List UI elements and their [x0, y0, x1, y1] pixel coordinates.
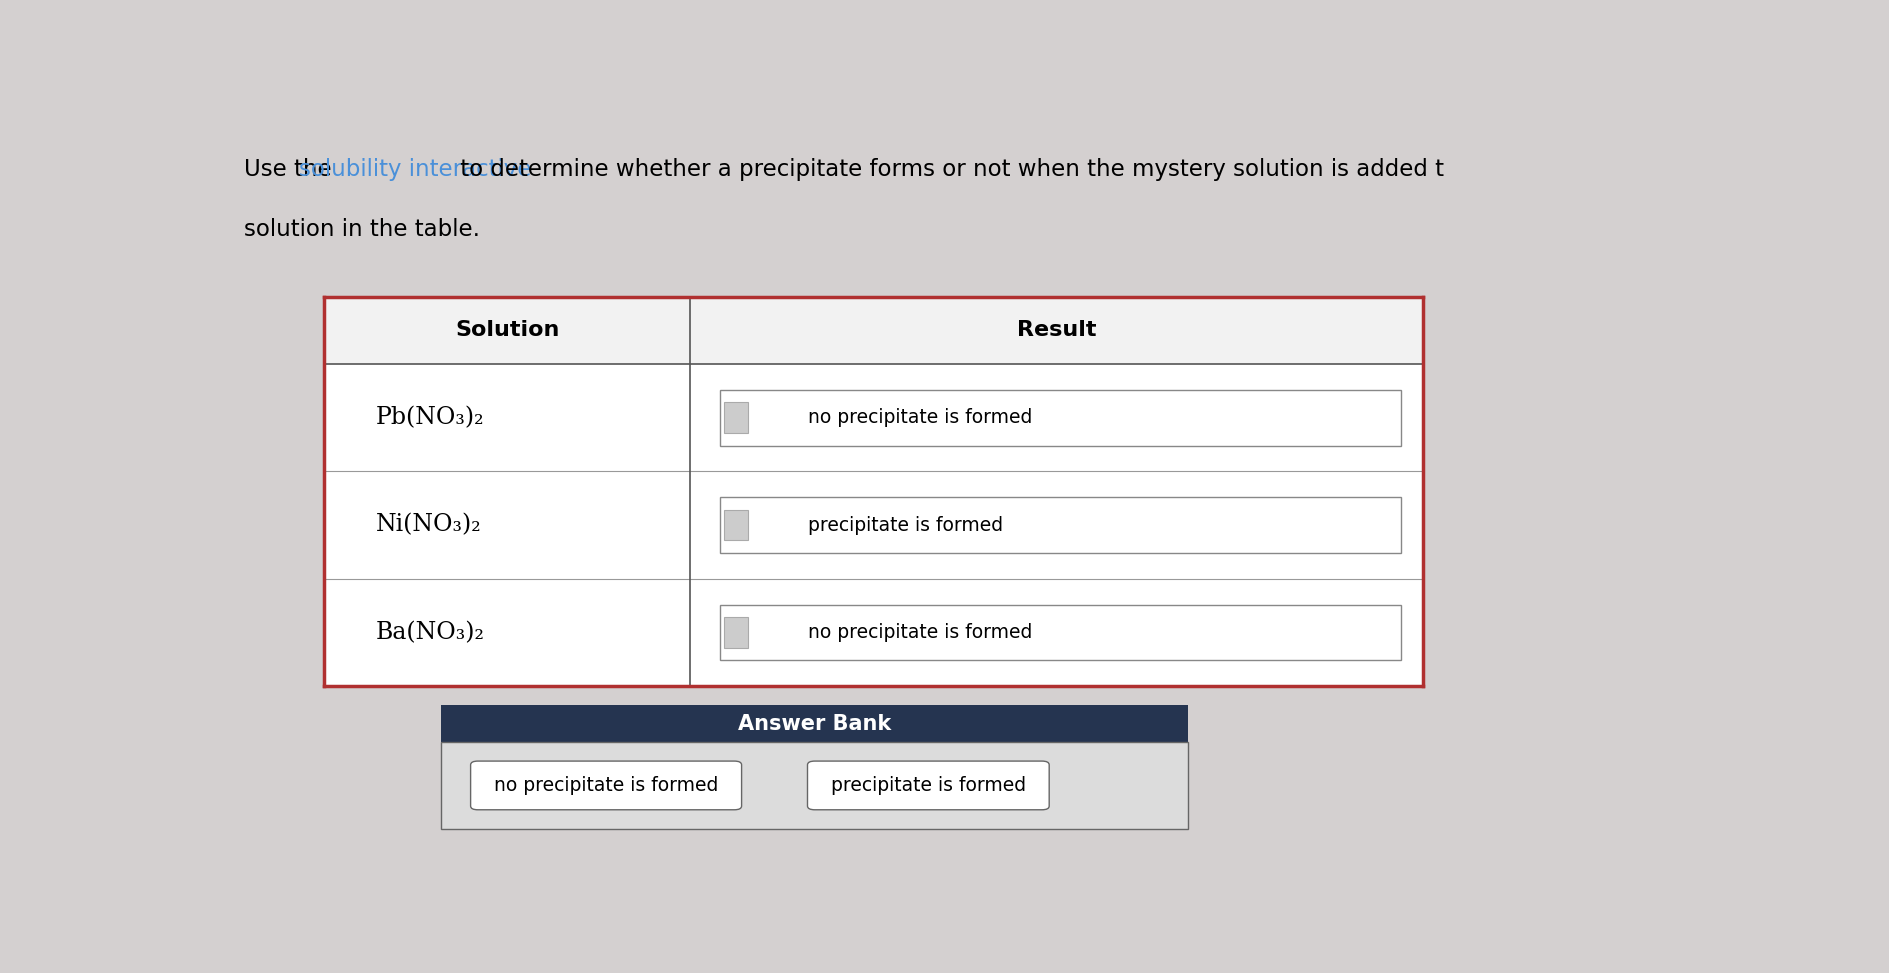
Text: to determine whether a precipitate forms or not when the mystery solution is add: to determine whether a precipitate forms… [453, 158, 1443, 181]
Text: no precipitate is formed: no precipitate is formed [807, 623, 1031, 642]
FancyBboxPatch shape [720, 390, 1400, 446]
Bar [440, 704, 1188, 742]
Text: solubility interactive: solubility interactive [298, 158, 531, 181]
Text: Use the: Use the [244, 158, 338, 181]
Bar [440, 742, 1188, 829]
Text: precipitate is formed: precipitate is formed [807, 516, 1001, 534]
Text: precipitate is formed: precipitate is formed [831, 775, 1026, 795]
FancyBboxPatch shape [720, 497, 1400, 553]
Text: solution in the table.: solution in the table. [244, 218, 480, 241]
Text: Pb(NO₃)₂: Pb(NO₃)₂ [376, 406, 484, 429]
Text: Solution: Solution [455, 320, 559, 341]
FancyBboxPatch shape [807, 761, 1048, 810]
Text: Answer Bank: Answer Bank [739, 713, 892, 734]
Text: no precipitate is formed: no precipitate is formed [493, 775, 718, 795]
Text: Result: Result [1016, 320, 1096, 341]
Bar [723, 510, 748, 540]
Bar [325, 297, 1422, 686]
FancyBboxPatch shape [470, 761, 740, 810]
Text: Ba(NO₃)₂: Ba(NO₃)₂ [376, 621, 484, 644]
Bar [723, 617, 748, 648]
FancyBboxPatch shape [720, 604, 1400, 661]
Text: Ni(NO₃)₂: Ni(NO₃)₂ [376, 514, 482, 536]
Bar [723, 403, 748, 433]
Bar [325, 297, 1422, 364]
Text: no precipitate is formed: no precipitate is formed [807, 409, 1031, 427]
